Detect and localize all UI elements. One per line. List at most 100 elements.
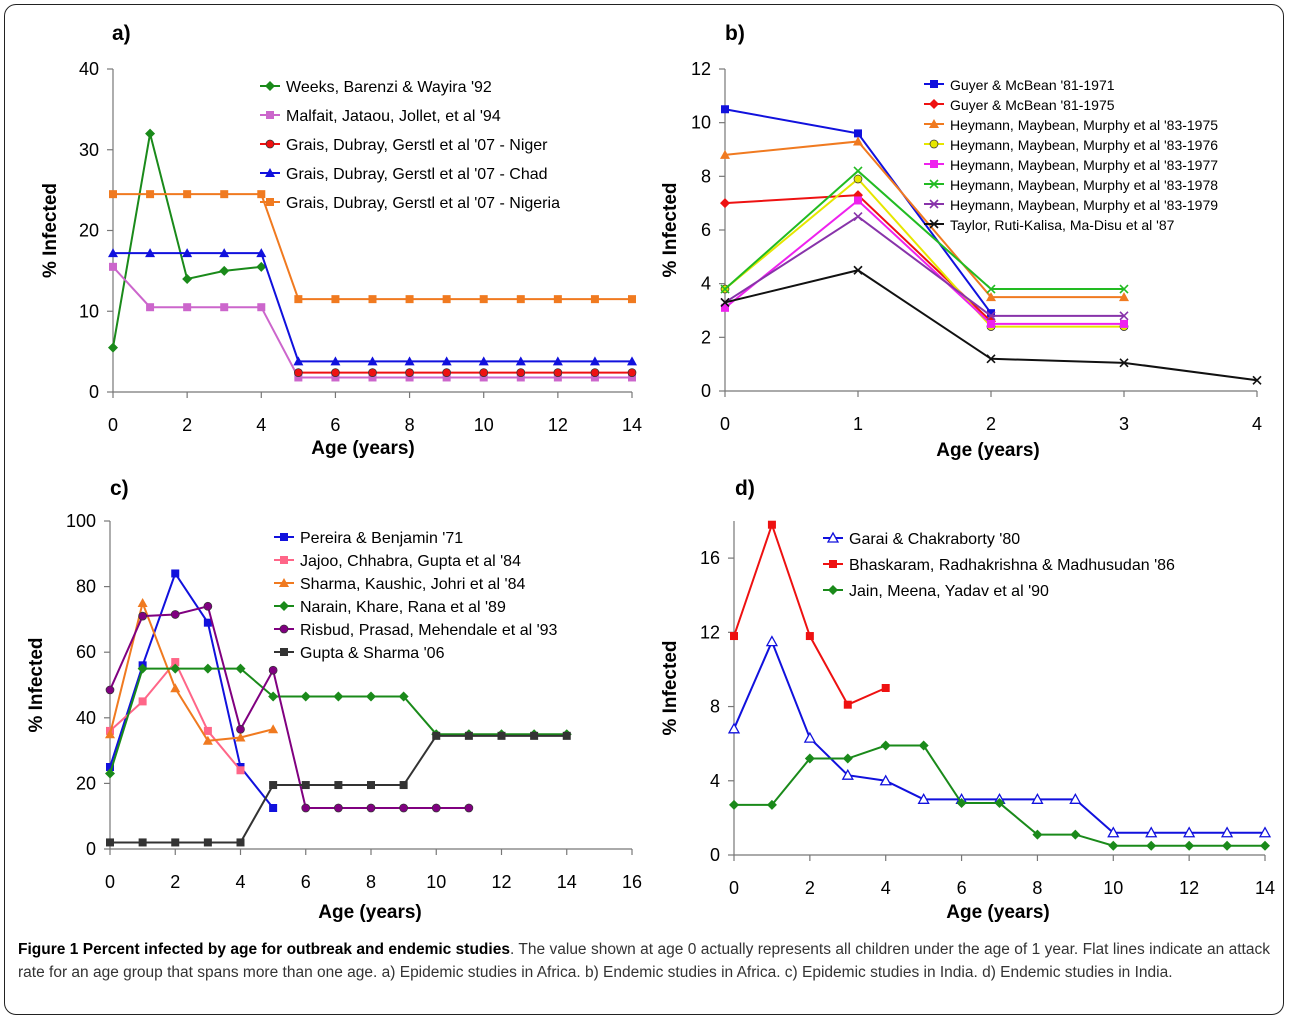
data-point (431, 803, 441, 813)
data-point (516, 295, 525, 304)
legend-entry: Heymann, Maybean, Murphy et al '83-1979 (950, 197, 1218, 213)
data-point (366, 803, 376, 813)
caption-title: Figure 1 Percent infected by age for out… (18, 941, 510, 958)
data-point (146, 190, 155, 199)
panel-label: b) (725, 22, 745, 45)
data-point (986, 284, 996, 294)
data-point (986, 292, 996, 302)
x-tick-label: 10 (426, 872, 446, 892)
data-point (203, 601, 213, 611)
series-2 (109, 262, 636, 382)
data-point (1220, 826, 1234, 838)
data-point (331, 295, 340, 304)
series-1 (721, 105, 995, 318)
data-point (530, 731, 539, 740)
data-point (441, 356, 452, 366)
data-point (183, 190, 192, 199)
x-tick-label: 2 (986, 414, 996, 434)
panel-label: a) (112, 22, 131, 45)
legend-marker (266, 198, 274, 206)
data-point (145, 248, 156, 258)
legend-entry: Grais, Dubray, Gerstl et al '07 - Chad (286, 166, 548, 183)
data-point (294, 368, 303, 377)
data-point (202, 663, 213, 674)
series-3 (105, 598, 279, 745)
data-point (331, 368, 340, 377)
data-point (404, 356, 415, 366)
legend-marker (280, 533, 288, 541)
y-tick-label: 0 (89, 382, 99, 402)
data-point (203, 838, 212, 847)
caption-text: . The value shown at age 0 actually repr… (18, 941, 1270, 981)
legend-marker (930, 80, 938, 88)
legend-entry: Weeks, Barenzi & Wayira '92 (286, 79, 492, 96)
legend-marker (279, 601, 289, 611)
figure-frame (4, 4, 1284, 1015)
x-tick-label: 14 (622, 415, 642, 435)
legend-marker (279, 624, 289, 634)
legend-entry: Malfait, Jataou, Jollet, et al '94 (286, 108, 501, 125)
legend-entry: Guyer & McBean '81-1975 (950, 97, 1115, 113)
legend-entry: Heymann, Maybean, Murphy et al '83-1976 (950, 137, 1218, 153)
legend-entry: Grais, Dubray, Gerstl et al '07 - Nigeri… (286, 195, 560, 212)
data-point (236, 724, 245, 734)
data-point (1119, 292, 1129, 302)
data-point (236, 766, 245, 775)
data-point (720, 149, 730, 159)
legend-entry: Garai & Chakraborty '80 (849, 531, 1020, 548)
data-point (256, 261, 267, 272)
legend-entry: Jain, Meena, Yadav et al '90 (849, 583, 1049, 600)
x-tick-label: 12 (491, 872, 511, 892)
data-point (203, 726, 212, 735)
data-point (367, 356, 378, 366)
data-point (138, 838, 147, 847)
data-point (170, 683, 181, 693)
x-tick-label: 6 (330, 415, 340, 435)
data-point (727, 722, 741, 734)
series-4 (108, 248, 637, 366)
figure-caption: Figure 1 Percent infected by age for out… (18, 938, 1270, 984)
y-tick-label: 6 (701, 220, 711, 240)
data-point (294, 295, 303, 304)
x-tick-label: 3 (1119, 414, 1129, 434)
legend-entry: Pereira & Benjamin '71 (300, 530, 463, 547)
y-tick-label: 10 (79, 301, 99, 321)
data-point (721, 303, 729, 312)
legend-marker (929, 199, 939, 209)
data-point (803, 731, 816, 743)
data-point (330, 356, 341, 366)
series-line (724, 177, 1124, 328)
x-tick-label: 4 (881, 878, 891, 898)
data-point (334, 803, 343, 813)
data-point (1183, 826, 1196, 838)
y-tick-label: 40 (79, 59, 99, 79)
y-axis-label: % Infected (26, 637, 47, 732)
data-point (730, 632, 738, 641)
x-tick-label: 8 (1032, 878, 1042, 898)
chart-panel-c: c) 0 20 40 60 80 100 0 2 4 6 8 10 12 14 16 Age (years) % … (26, 477, 642, 923)
data-point (497, 731, 506, 740)
data-point (590, 368, 600, 377)
data-point (137, 663, 148, 674)
legend-marker (930, 160, 938, 168)
series-3 (729, 740, 1270, 851)
chart-panel-a: a) 0 10 20 30 40 0 2 4 6 8 10 12 14 Age (years) % Infec… (40, 22, 642, 459)
data-point (766, 799, 777, 810)
data-point (842, 753, 853, 764)
series-line (724, 215, 1124, 317)
x-tick-label: 2 (182, 415, 192, 435)
data-point (183, 303, 192, 312)
data-point (986, 311, 996, 321)
data-point (268, 691, 279, 702)
y-tick-label: 40 (76, 708, 96, 728)
y-tick-label: 12 (700, 622, 720, 642)
data-point (1119, 311, 1129, 321)
legend-marker (265, 139, 275, 149)
legend-entry: Heymann, Maybean, Murphy et al '83-1975 (950, 117, 1218, 133)
data-point (1120, 319, 1128, 328)
data-point (590, 295, 599, 304)
data-point (432, 731, 441, 740)
data-point (589, 356, 600, 366)
